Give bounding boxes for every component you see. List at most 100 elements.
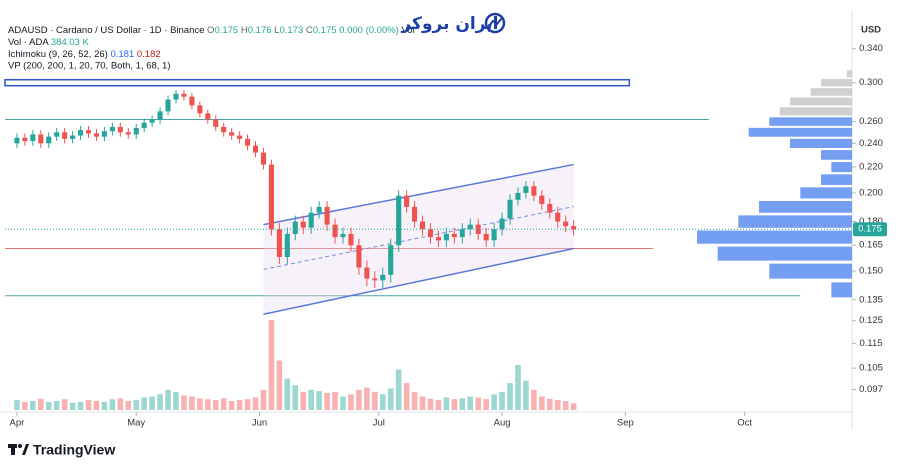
candle-body	[213, 119, 219, 127]
volume-bar	[292, 385, 299, 410]
volume-bar	[260, 389, 267, 410]
candle-body	[22, 137, 28, 142]
candle-body	[483, 233, 489, 241]
volume-bar	[228, 401, 235, 410]
volume-title: Vol · ADA	[8, 37, 49, 48]
candle-body	[221, 126, 227, 133]
y-tick-label: 0.150	[859, 266, 883, 277]
volume-bar	[308, 389, 314, 410]
volume-legend: Vol · ADA 384.03 K	[8, 37, 89, 48]
logo: ایران بروکر	[400, 12, 506, 34]
vp-bar	[748, 127, 852, 137]
y-tick-label: 0.300	[859, 77, 883, 88]
volume-bar	[133, 400, 140, 410]
candle-body	[547, 204, 553, 213]
vp-bar	[821, 79, 852, 87]
candle-body	[563, 221, 569, 227]
candle-body	[380, 274, 386, 281]
volume-bar	[284, 378, 291, 410]
vp-bar	[697, 230, 852, 244]
volume-profile	[697, 70, 852, 298]
candle-body	[427, 229, 434, 238]
volume-bar	[125, 401, 132, 410]
vp-bar	[769, 117, 852, 126]
candle-body	[237, 135, 243, 139]
x-tick-label: Oct	[737, 418, 752, 429]
vp-bar	[759, 200, 852, 213]
x-tick-label: Sep	[617, 418, 634, 429]
volume-bar	[483, 399, 489, 410]
footer: TradingView	[8, 442, 115, 458]
candle-body	[571, 226, 577, 230]
c: C	[306, 25, 313, 36]
l-value: 0.173	[279, 25, 303, 36]
candle-body	[356, 245, 362, 268]
candle-body	[30, 134, 36, 142]
volume-bar	[419, 396, 426, 410]
y-tick-label: 0.097	[859, 384, 883, 395]
footer-logo-dot	[18, 444, 22, 448]
volume-bar	[22, 401, 28, 410]
y-tick-label: 0.200	[859, 187, 883, 198]
footer-text: TradingView	[33, 442, 115, 458]
candle-body	[451, 233, 457, 238]
candle-body	[252, 145, 259, 153]
x-tick-label: May	[127, 418, 145, 429]
candle-body	[197, 105, 203, 114]
x-tick-label: Jun	[252, 418, 267, 429]
candle-body	[531, 186, 537, 196]
channel-fill	[263, 164, 574, 315]
logo-text: ایران بروکر	[400, 14, 498, 34]
volume-bar	[300, 392, 307, 410]
candle-body	[404, 195, 410, 207]
l: L	[274, 25, 279, 36]
y-tick-label: 0.165	[859, 240, 883, 251]
candle-body	[54, 132, 60, 137]
y-tick-label: 0.240	[859, 138, 883, 149]
vp-bar	[738, 215, 852, 228]
volume-bar	[69, 402, 76, 410]
last-price-tag	[853, 222, 887, 237]
y-tick-label: 0.125	[859, 315, 883, 326]
currency: USD	[861, 25, 881, 36]
volume-bar	[387, 388, 394, 410]
volume-bar	[117, 398, 124, 410]
candle-body	[133, 127, 139, 135]
vp-bar	[831, 282, 852, 298]
candle-body	[93, 133, 100, 137]
volume-bar	[252, 397, 259, 410]
volume-bar	[395, 369, 402, 410]
volume-bar	[459, 398, 466, 410]
volume-bar	[332, 392, 338, 410]
volume-bar	[157, 394, 163, 410]
volume-bar	[515, 365, 521, 410]
vp-legend: VP (200, 200, 1, 20, 70, Both, 1, 68, 1)	[8, 61, 171, 72]
channel-mid	[263, 206, 574, 270]
o-value: 0.175	[214, 25, 238, 36]
candle-body	[141, 122, 147, 128]
volume-bar	[523, 380, 529, 410]
volume-bar	[491, 394, 497, 410]
candle-body	[443, 233, 449, 241]
candle-body	[189, 96, 195, 106]
candle-body	[205, 113, 211, 120]
volume-value: 384.03 K	[51, 37, 90, 48]
volume-bar	[475, 397, 481, 410]
volume-bar	[531, 389, 537, 410]
y-tick-label: 0.340	[859, 43, 883, 54]
y-tick-label: 0.260	[859, 116, 883, 127]
vp-bar	[779, 107, 852, 116]
vp-bar	[831, 161, 852, 173]
candle-body	[276, 229, 282, 258]
volume-bar	[427, 398, 434, 410]
candle-body	[459, 229, 465, 238]
vp-bar	[790, 138, 852, 148]
volume-bar	[53, 401, 60, 410]
y-tick-label: 0.180	[859, 216, 883, 227]
vp-bar	[821, 150, 852, 160]
vp-bar	[810, 88, 852, 96]
volume-bar	[197, 398, 203, 410]
volume-bar	[77, 401, 84, 410]
volume-bar	[570, 403, 577, 410]
